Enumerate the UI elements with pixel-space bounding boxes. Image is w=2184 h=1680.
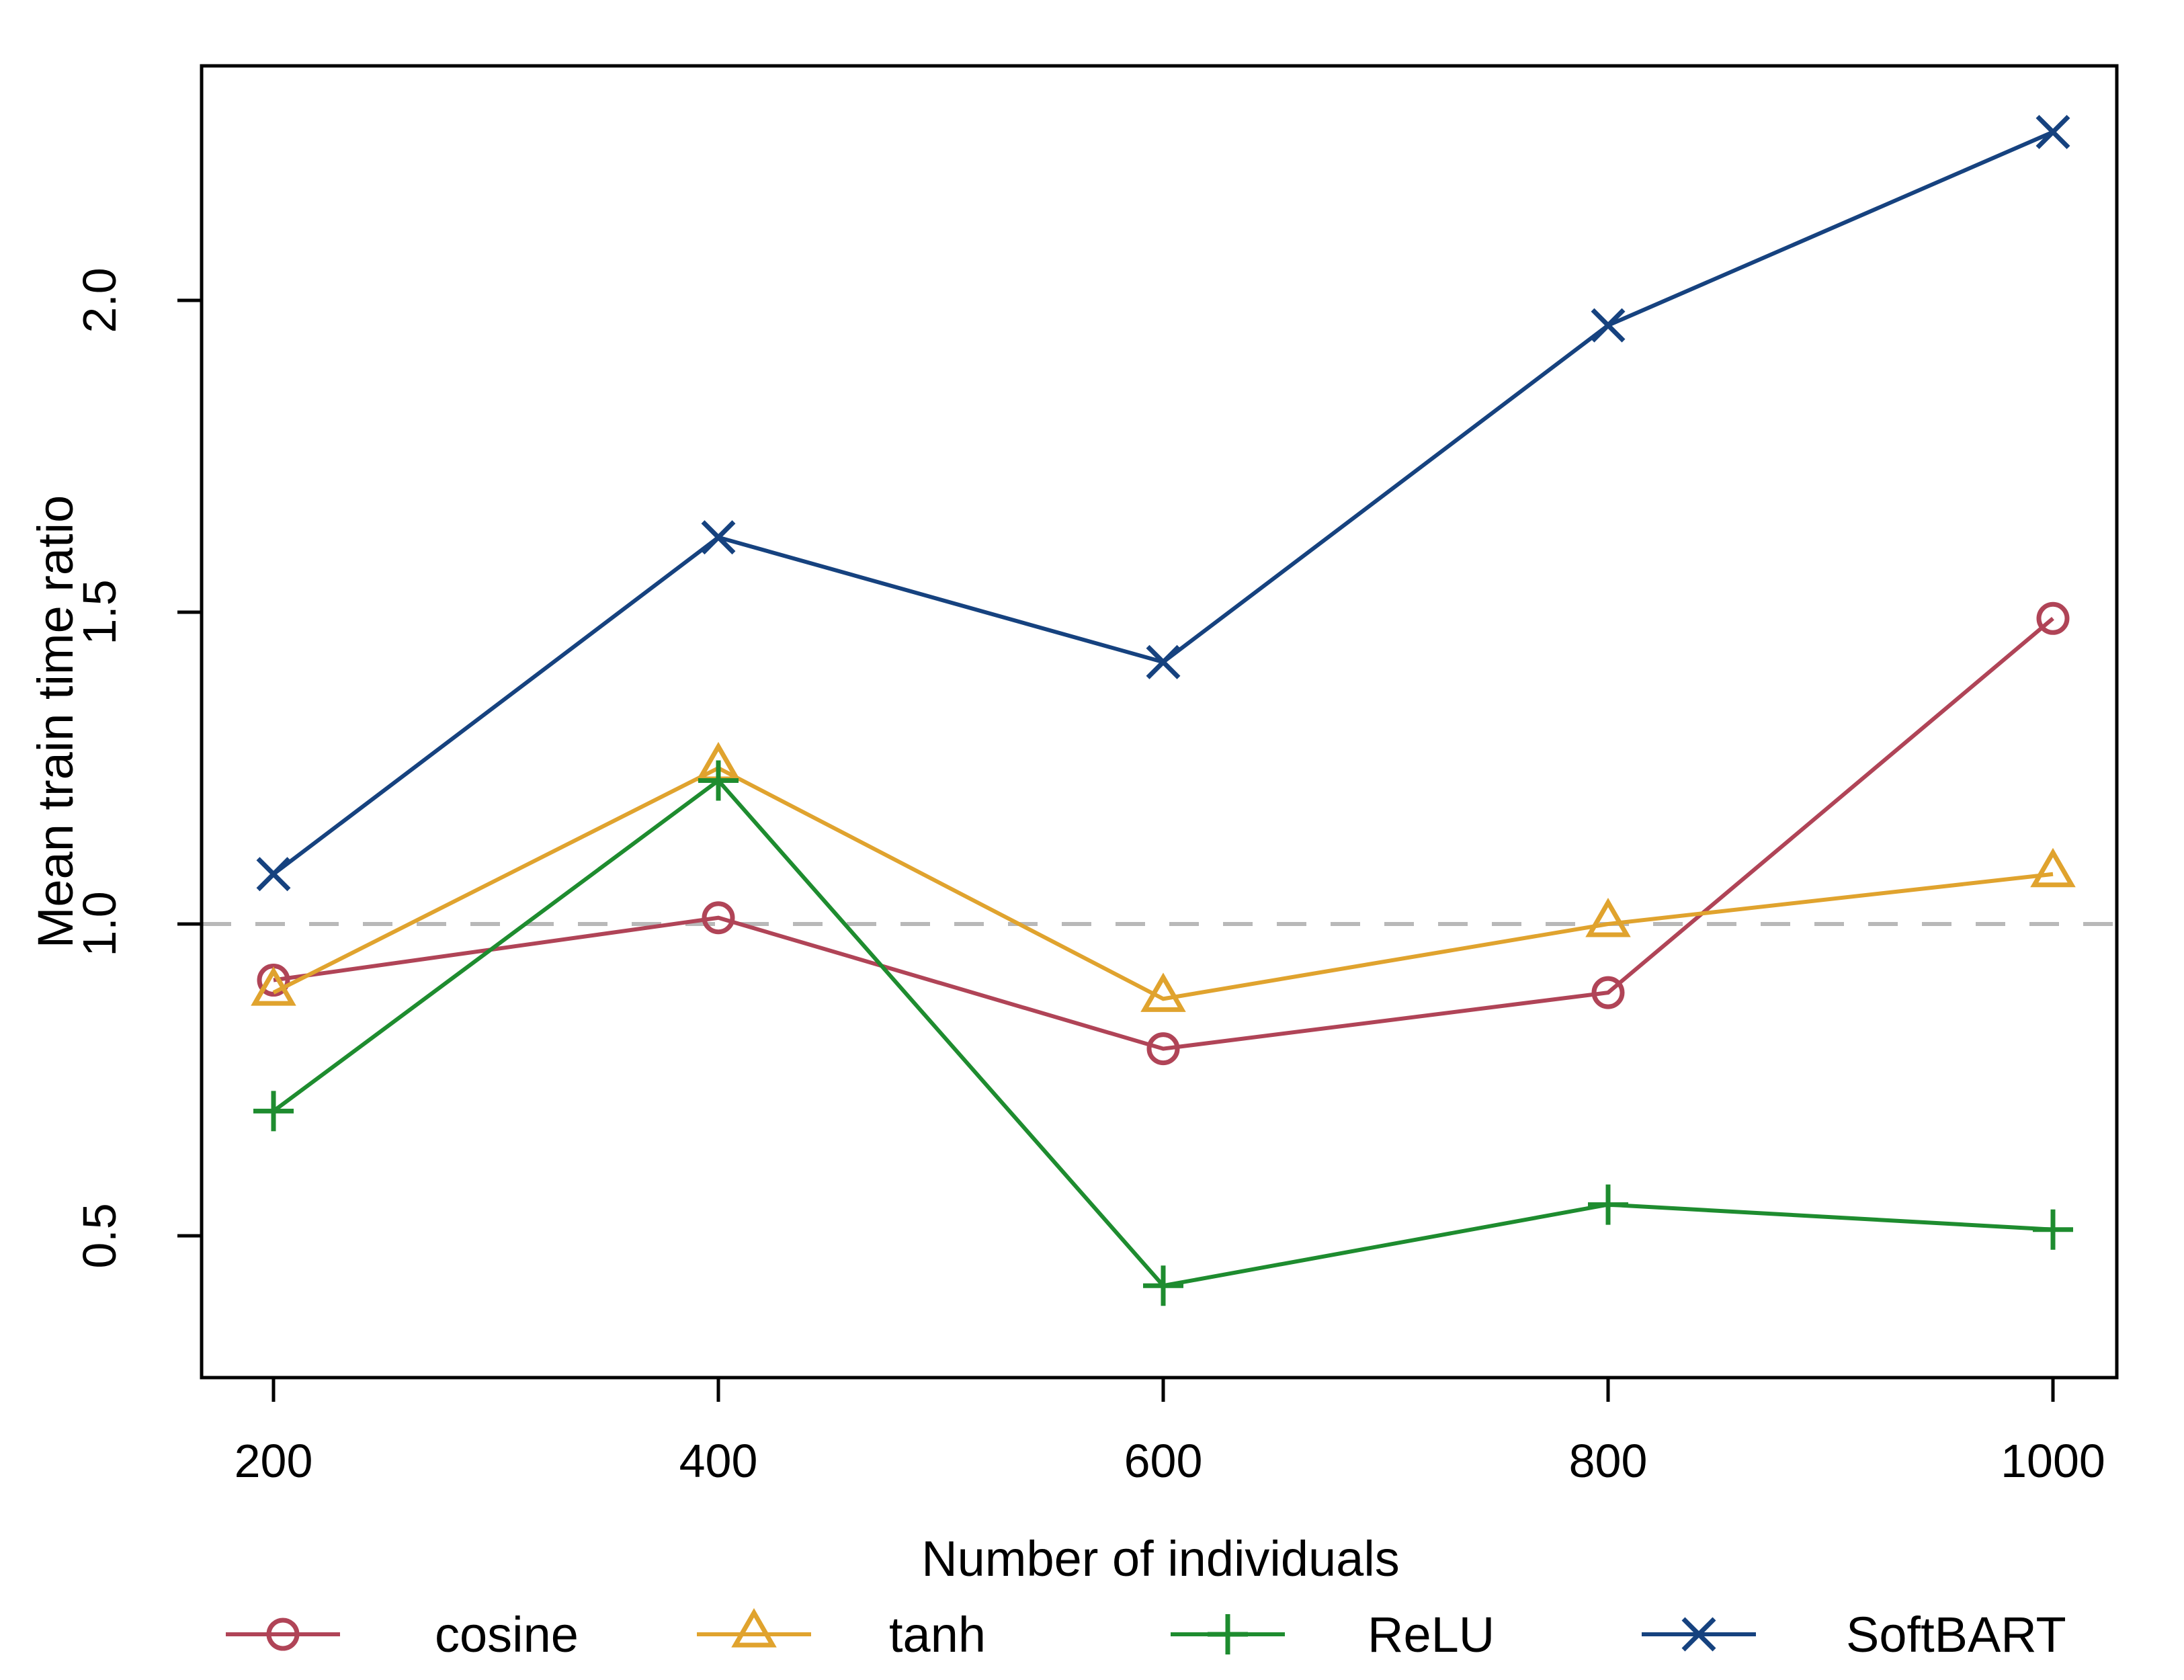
y-tick-label: 2.0 <box>73 267 126 333</box>
series-point-cosine <box>2036 601 2070 635</box>
x-marker <box>256 857 291 892</box>
circle-marker <box>2036 601 2070 635</box>
x-marker <box>1591 308 1626 343</box>
plot-border-group <box>200 64 2119 1380</box>
series-group <box>251 114 2076 1306</box>
legend-marker-cosine <box>266 1618 300 1651</box>
x-tick-label: 800 <box>1569 1435 1648 1487</box>
x-tick-label: 1000 <box>2001 1435 2105 1487</box>
series-point-cosine <box>1591 976 1625 1009</box>
series-point-ReLU <box>253 1091 294 1132</box>
legend-item-tanh: tanh <box>697 1607 986 1663</box>
legend-label-SoftBART: SoftBART <box>1846 1607 2066 1663</box>
legend-label-tanh: tanh <box>889 1607 986 1663</box>
y-tick-label: 1.0 <box>73 891 126 956</box>
plot-border <box>200 64 2119 1380</box>
triangle-marker <box>731 1607 777 1648</box>
circle-marker <box>1591 976 1625 1009</box>
series-point-tanh <box>1585 897 1631 937</box>
series-point-tanh <box>1140 972 1186 1012</box>
series-point-SoftBART <box>1146 644 1181 679</box>
legend-marker-SoftBART <box>1681 1617 1716 1652</box>
x-axis-label: Number of individuals <box>921 1531 1400 1587</box>
legend-item-ReLU: ReLU <box>1171 1607 1495 1663</box>
x-tick-label: 400 <box>679 1435 758 1487</box>
x-marker <box>1681 1617 1716 1652</box>
series-point-cosine <box>1146 1032 1180 1066</box>
triangle-marker <box>1585 897 1631 937</box>
triangle-marker <box>1140 972 1186 1012</box>
y-tick-label: 0.5 <box>73 1203 126 1268</box>
series-point-cosine <box>702 901 735 935</box>
y-axis-label: Mean train time ratio <box>28 495 83 949</box>
triangle-marker <box>2030 847 2076 888</box>
x-marker <box>1146 644 1181 679</box>
series-point-SoftBART <box>1591 308 1626 343</box>
legend-item-cosine: cosine <box>226 1607 579 1663</box>
x-marker <box>2035 114 2070 149</box>
x-tick-label: 600 <box>1124 1435 1203 1487</box>
series-line-tanh <box>272 765 2054 1001</box>
y-tick-label: 1.5 <box>73 579 126 644</box>
series-point-SoftBART <box>2035 114 2070 149</box>
series-line-cosine <box>273 616 2054 1051</box>
series-point-tanh <box>2030 847 2076 888</box>
circle-marker <box>1146 1032 1180 1066</box>
circle-marker <box>266 1618 300 1651</box>
series-point-tanh <box>251 966 296 1006</box>
legend-marker-tanh <box>731 1607 777 1648</box>
legend-item-SoftBART: SoftBART <box>1642 1607 2066 1663</box>
legend-label-ReLU: ReLU <box>1368 1607 1495 1663</box>
series-point-ReLU <box>698 760 739 801</box>
series-point-ReLU <box>2033 1209 2073 1250</box>
series-point-ReLU <box>1143 1265 1183 1306</box>
x-tick-label: 200 <box>235 1435 313 1487</box>
series-point-SoftBART <box>256 857 291 892</box>
triangle-marker <box>251 966 296 1006</box>
x-marker <box>701 520 736 555</box>
series-point-ReLU <box>1588 1184 1628 1225</box>
series-point-cosine <box>257 964 290 997</box>
legend-group: cosine tanh ReLU SoftBART <box>226 1607 2066 1663</box>
legend-marker-ReLU <box>1208 1614 1248 1654</box>
legend-label-cosine: cosine <box>435 1607 579 1663</box>
series-line-SoftBART <box>272 130 2054 876</box>
circle-marker <box>257 964 290 997</box>
circle-marker <box>702 901 735 935</box>
series-point-SoftBART <box>701 520 736 555</box>
axis-ticks-group: 200 400 600 800 1000 0.5 1.0 1.5 2.0 <box>73 267 2105 1487</box>
